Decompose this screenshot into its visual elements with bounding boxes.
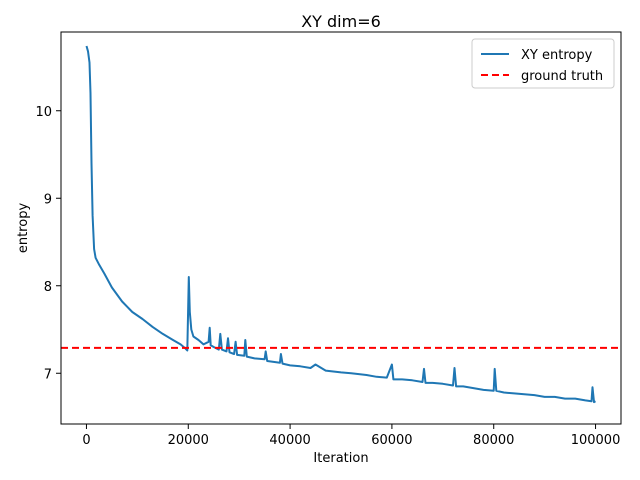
x-axis-title: Iteration xyxy=(313,451,368,466)
y-axis-title: entropy xyxy=(16,203,31,254)
x-tick-label: 0 xyxy=(82,433,90,448)
legend-label-ground-truth: ground truth xyxy=(521,69,603,84)
y-tick-label: 8 xyxy=(44,280,52,295)
series-line-xy-entropy xyxy=(85,45,596,404)
axis-ticks: 0 20000 40000 60000 80000 100000 7 8 9 10 xyxy=(35,105,620,448)
x-tick-label: 60000 xyxy=(371,433,412,448)
axes-frame xyxy=(60,31,622,425)
y-tick-label: 10 xyxy=(35,105,52,120)
x-tick-label: 100000 xyxy=(571,433,621,448)
x-tick-label: 80000 xyxy=(473,433,514,448)
y-tick-label: 7 xyxy=(44,367,52,382)
legend-label-xy-entropy: XY entropy xyxy=(521,48,593,63)
x-tick-label: 40000 xyxy=(269,433,310,448)
x-tick-label: 20000 xyxy=(168,433,209,448)
y-tick-label: 9 xyxy=(44,192,52,207)
legend: XY entropy ground truth xyxy=(471,38,615,89)
chart-title: XY dim=6 xyxy=(301,12,381,31)
plot-area xyxy=(61,45,621,404)
